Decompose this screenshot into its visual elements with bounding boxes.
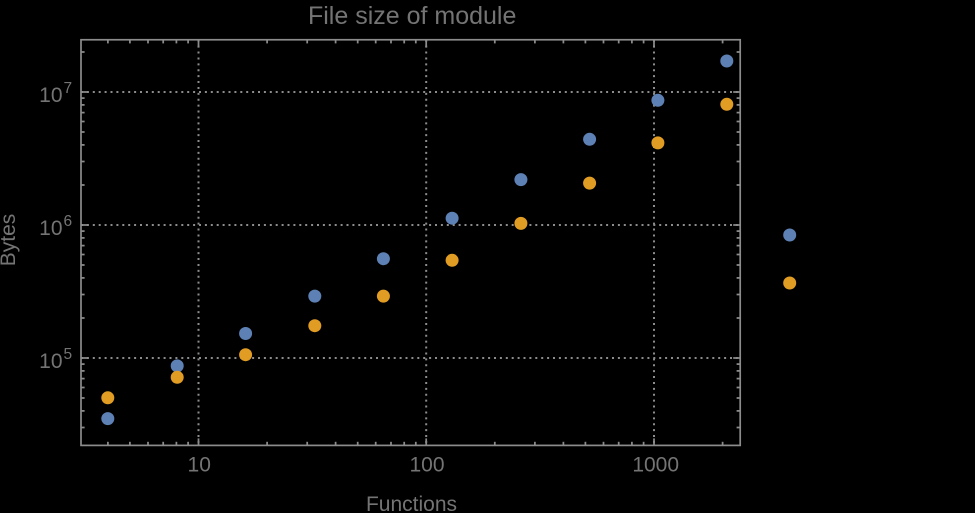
svg-text:Bytes: Bytes xyxy=(0,214,20,267)
svg-text:File size of module: File size of module xyxy=(308,2,516,30)
svg-text:5: 5 xyxy=(64,346,73,363)
svg-text:1000: 1000 xyxy=(632,454,679,477)
svg-text:100: 100 xyxy=(409,454,444,477)
svg-text:10: 10 xyxy=(188,454,211,477)
svg-text:Functions: Functions xyxy=(366,493,457,513)
svg-text:10: 10 xyxy=(39,350,62,373)
svg-text:10: 10 xyxy=(39,217,62,240)
svg-text:7: 7 xyxy=(64,80,73,97)
svg-text:6: 6 xyxy=(64,213,73,230)
svg-text:10: 10 xyxy=(39,84,62,107)
